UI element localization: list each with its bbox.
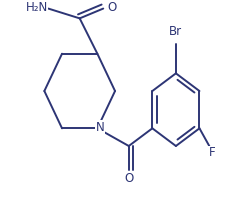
Text: F: F: [209, 146, 216, 159]
Text: N: N: [96, 121, 105, 134]
Text: H₂N: H₂N: [25, 1, 48, 14]
Text: O: O: [107, 1, 117, 14]
Text: O: O: [124, 172, 133, 185]
Text: Br: Br: [169, 25, 183, 38]
